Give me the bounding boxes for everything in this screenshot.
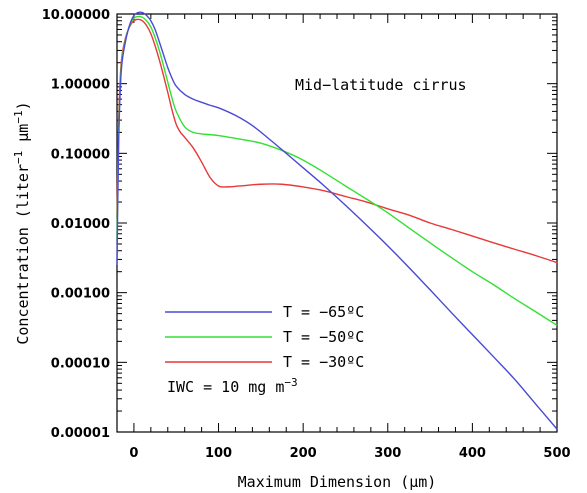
x-axis-label: Maximum Dimension (μm) bbox=[238, 473, 437, 491]
y-tick-label: 0.01000 bbox=[51, 217, 110, 232]
annotation-text: Mid−latitude cirrus bbox=[295, 76, 467, 94]
y-tick-label: 0.00001 bbox=[51, 426, 110, 441]
y-axis-label-mid: μm bbox=[14, 124, 32, 151]
y-axis-label-exp2: −1 bbox=[12, 110, 25, 123]
series-layer bbox=[116, 11, 558, 430]
y-axis-label: Concentration (liter−1 μm−1) bbox=[12, 101, 32, 344]
legend: T = −65ºC T = −50ºC T = −30ºC bbox=[165, 303, 364, 371]
y-tick-label: 0.00010 bbox=[51, 356, 110, 371]
y-axis-label-exp1: −1 bbox=[12, 151, 25, 164]
iwc-annotation: IWC = 10 mg m−3 bbox=[167, 376, 298, 396]
series-line-0 bbox=[116, 11, 558, 430]
x-tick-label: 500 bbox=[543, 446, 570, 461]
series-line-2 bbox=[116, 18, 558, 264]
y-axis-label-main: Concentration (liter bbox=[14, 164, 32, 345]
legend-label-1: T = −50ºC bbox=[283, 328, 364, 346]
tick-labels: 0 100 200 300 400 500 0.00001 0.00010 0.00100 0.0… bbox=[42, 8, 571, 461]
y-tick-label: 0.10000 bbox=[51, 147, 110, 162]
legend-label-2: T = −30ºC bbox=[283, 353, 364, 371]
x-tick-label: 0 bbox=[129, 446, 138, 461]
y-tick-label: 1.00000 bbox=[51, 78, 110, 93]
series-line-1 bbox=[116, 15, 558, 326]
iwc-text: IWC = 10 mg m bbox=[167, 378, 284, 396]
x-tick-label: 200 bbox=[290, 446, 317, 461]
x-tick-label: 400 bbox=[459, 446, 486, 461]
y-axis-label-end: ) bbox=[14, 101, 32, 110]
y-tick-label: 10.00000 bbox=[42, 8, 110, 23]
y-tick-label: 0.00100 bbox=[51, 287, 110, 302]
legend-label-0: T = −65ºC bbox=[283, 303, 364, 321]
iwc-exponent: −3 bbox=[284, 376, 297, 389]
x-tick-label: 300 bbox=[374, 446, 401, 461]
x-tick-label: 100 bbox=[205, 446, 232, 461]
